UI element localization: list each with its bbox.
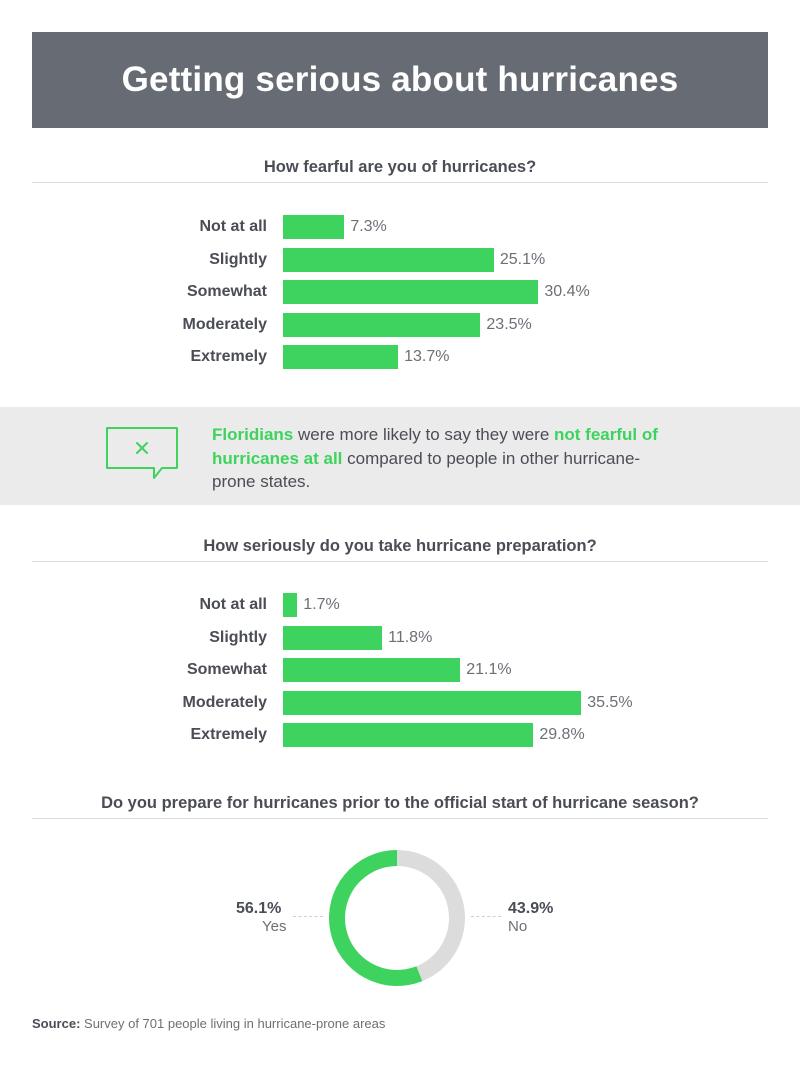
preparation-bar-value-label: 35.5% xyxy=(587,693,633,711)
fear-bar-category-label: Moderately xyxy=(182,315,267,333)
season-donut-chart xyxy=(329,850,465,986)
yes-percent-label: 56.1% xyxy=(236,900,282,917)
preparation-bar-category-label: Not at all xyxy=(199,596,267,613)
source-note: Source: Survey of 701 people living in h… xyxy=(32,1016,385,1031)
preparation-bar-row: Extremely 29.8% xyxy=(0,723,800,747)
preparation-bar-row: Somewhat 21.1% xyxy=(0,658,800,682)
fear-chart-divider xyxy=(32,182,768,183)
no-category-label: No xyxy=(508,918,528,935)
chat-bubble-x-icon xyxy=(106,427,178,479)
fear-bar-category-label: Slightly xyxy=(209,250,267,268)
callout-highlight: not fearful of hurricanes at all xyxy=(212,425,658,468)
title-banner: Getting serious about hurricanes xyxy=(32,32,768,128)
preparation-chart-title: How seriously do you take hurricane prep… xyxy=(203,537,597,555)
fear-bar-row: Extremely 13.7% xyxy=(0,345,800,369)
preparation-bar-value-label: 11.8% xyxy=(388,628,433,646)
fear-bar-category-label: Extremely xyxy=(190,348,268,365)
fear-bar-row: Not at all 7.3% xyxy=(0,215,800,239)
page-title: Getting serious about hurricanes xyxy=(121,60,679,99)
preparation-bar-category-label: Moderately xyxy=(182,693,267,711)
fear-bar-value-label: 7.3% xyxy=(350,218,387,235)
fear-bar-category-label: Somewhat xyxy=(186,283,267,300)
preparation-chart-divider xyxy=(32,561,768,562)
fear-bar-row: Somewhat 30.4% xyxy=(0,280,800,304)
fear-bar xyxy=(283,312,481,337)
source-label: Source: xyxy=(32,1016,81,1031)
preparation-bar xyxy=(283,690,582,715)
source-text: Survey of 701 people living in hurricane… xyxy=(80,1016,386,1031)
preparation-bar-value-label: 1.7% xyxy=(303,596,340,613)
callout-text: Floridians were more likely to say they … xyxy=(212,423,662,494)
season-chart-divider xyxy=(32,818,768,819)
callout-highlight: Floridians xyxy=(212,425,294,444)
preparation-bar xyxy=(283,625,383,650)
preparation-bar-value-label: 29.8% xyxy=(539,726,585,743)
yes-category-label: Yes xyxy=(262,918,287,935)
callout-body: were more likely to say they were xyxy=(293,425,554,444)
fear-bar-value-label: 25.1% xyxy=(499,250,546,268)
preparation-bar xyxy=(283,658,461,682)
preparation-bar-row: Not at all 1.7% xyxy=(0,593,800,617)
no-slice xyxy=(397,850,465,982)
preparation-bar-row: Moderately 35.5% xyxy=(0,690,800,715)
preparation-bar-category-label: Somewhat xyxy=(186,661,267,678)
preparation-bar-row: Slightly 11.8% xyxy=(0,625,800,650)
callout-body: compared to people in other hurricane-pr… xyxy=(212,448,641,492)
fear-bar xyxy=(283,247,494,272)
fear-bar-row: Moderately 23.5% xyxy=(0,312,800,337)
fear-bar-value-label: 23.5% xyxy=(486,315,532,333)
callout-box: Floridians were more likely to say they … xyxy=(0,407,800,505)
no-leader-line xyxy=(471,916,501,917)
fear-bar xyxy=(283,345,399,369)
fear-bar xyxy=(283,215,345,239)
preparation-bar xyxy=(283,723,534,747)
season-chart-title: Do you prepare for hurricanes prior to t… xyxy=(101,794,699,812)
fear-bar xyxy=(283,280,539,304)
yes-slice xyxy=(329,850,423,986)
fear-chart-title: How fearful are you of hurricanes? xyxy=(263,158,537,176)
fear-bar-value-label: 30.4% xyxy=(544,283,590,300)
preparation-bar-value-label: 21.1% xyxy=(466,661,512,678)
preparation-bar-category-label: Slightly xyxy=(209,628,267,646)
fear-bar-value-label: 13.7% xyxy=(404,348,450,365)
no-percent-label: 43.9% xyxy=(508,900,554,917)
preparation-bar-category-label: Extremely xyxy=(190,726,268,743)
preparation-bar xyxy=(283,593,298,617)
fear-bar-category-label: Not at all xyxy=(199,218,267,235)
yes-leader-line xyxy=(293,916,323,917)
fear-bar-row: Slightly 25.1% xyxy=(0,247,800,272)
